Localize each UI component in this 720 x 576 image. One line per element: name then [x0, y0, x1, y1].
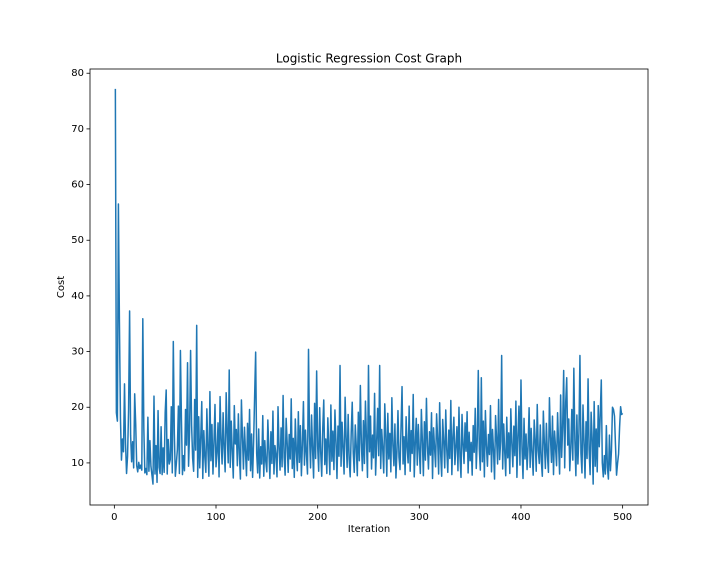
x-tick-label: 100 [206, 512, 225, 523]
x-tick-label: 400 [511, 512, 530, 523]
x-tick-label: 500 [613, 512, 632, 523]
x-tick-label: 300 [410, 512, 429, 523]
y-tick-label: 20 [71, 402, 84, 413]
y-axis-label: Cost [56, 276, 67, 298]
axes-frame [89, 68, 649, 506]
y-tick-label: 70 [71, 124, 84, 135]
cost-line [114, 88, 624, 485]
y-tick-label: 10 [71, 458, 84, 469]
chart-title: Logistic Regression Cost Graph [276, 52, 462, 66]
x-tick-label: 0 [111, 512, 117, 523]
x-axis-label: Iteration [348, 524, 390, 535]
y-tick-label: 30 [71, 347, 84, 358]
y-tick-label: 50 [71, 235, 84, 246]
y-tick-label: 60 [71, 180, 84, 191]
y-tick-label: 80 [71, 68, 84, 79]
x-tick-label: 200 [308, 512, 327, 523]
y-tick-label: 40 [71, 291, 84, 302]
